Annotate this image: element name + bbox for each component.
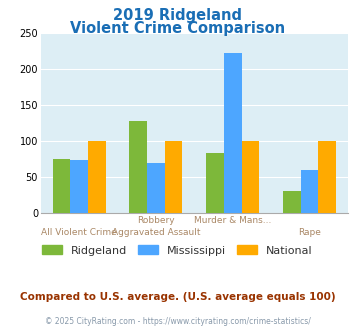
Text: All Violent Crime: All Violent Crime [41, 228, 117, 237]
Text: Compared to U.S. average. (U.S. average equals 100): Compared to U.S. average. (U.S. average … [20, 292, 335, 302]
Legend: Ridgeland, Mississippi, National: Ridgeland, Mississippi, National [38, 241, 317, 260]
Bar [241, 141, 259, 213]
Text: © 2025 CityRating.com - https://www.cityrating.com/crime-statistics/: © 2025 CityRating.com - https://www.city… [45, 317, 310, 326]
Text: Robbery: Robbery [137, 216, 175, 225]
Text: Murder & Mans...: Murder & Mans... [194, 216, 272, 225]
Bar [130, 121, 147, 213]
Bar [283, 191, 301, 213]
Text: Rape: Rape [298, 228, 321, 237]
Bar [70, 160, 88, 213]
Bar [206, 153, 224, 213]
Text: Violent Crime Comparison: Violent Crime Comparison [70, 21, 285, 36]
Bar [301, 170, 318, 213]
Bar [88, 141, 106, 213]
Text: Aggravated Assault: Aggravated Assault [112, 228, 200, 237]
Bar [224, 53, 241, 213]
Bar [147, 163, 165, 213]
Bar [165, 141, 182, 213]
Bar [318, 141, 336, 213]
Bar [53, 159, 70, 213]
Text: 2019 Ridgeland: 2019 Ridgeland [113, 8, 242, 23]
